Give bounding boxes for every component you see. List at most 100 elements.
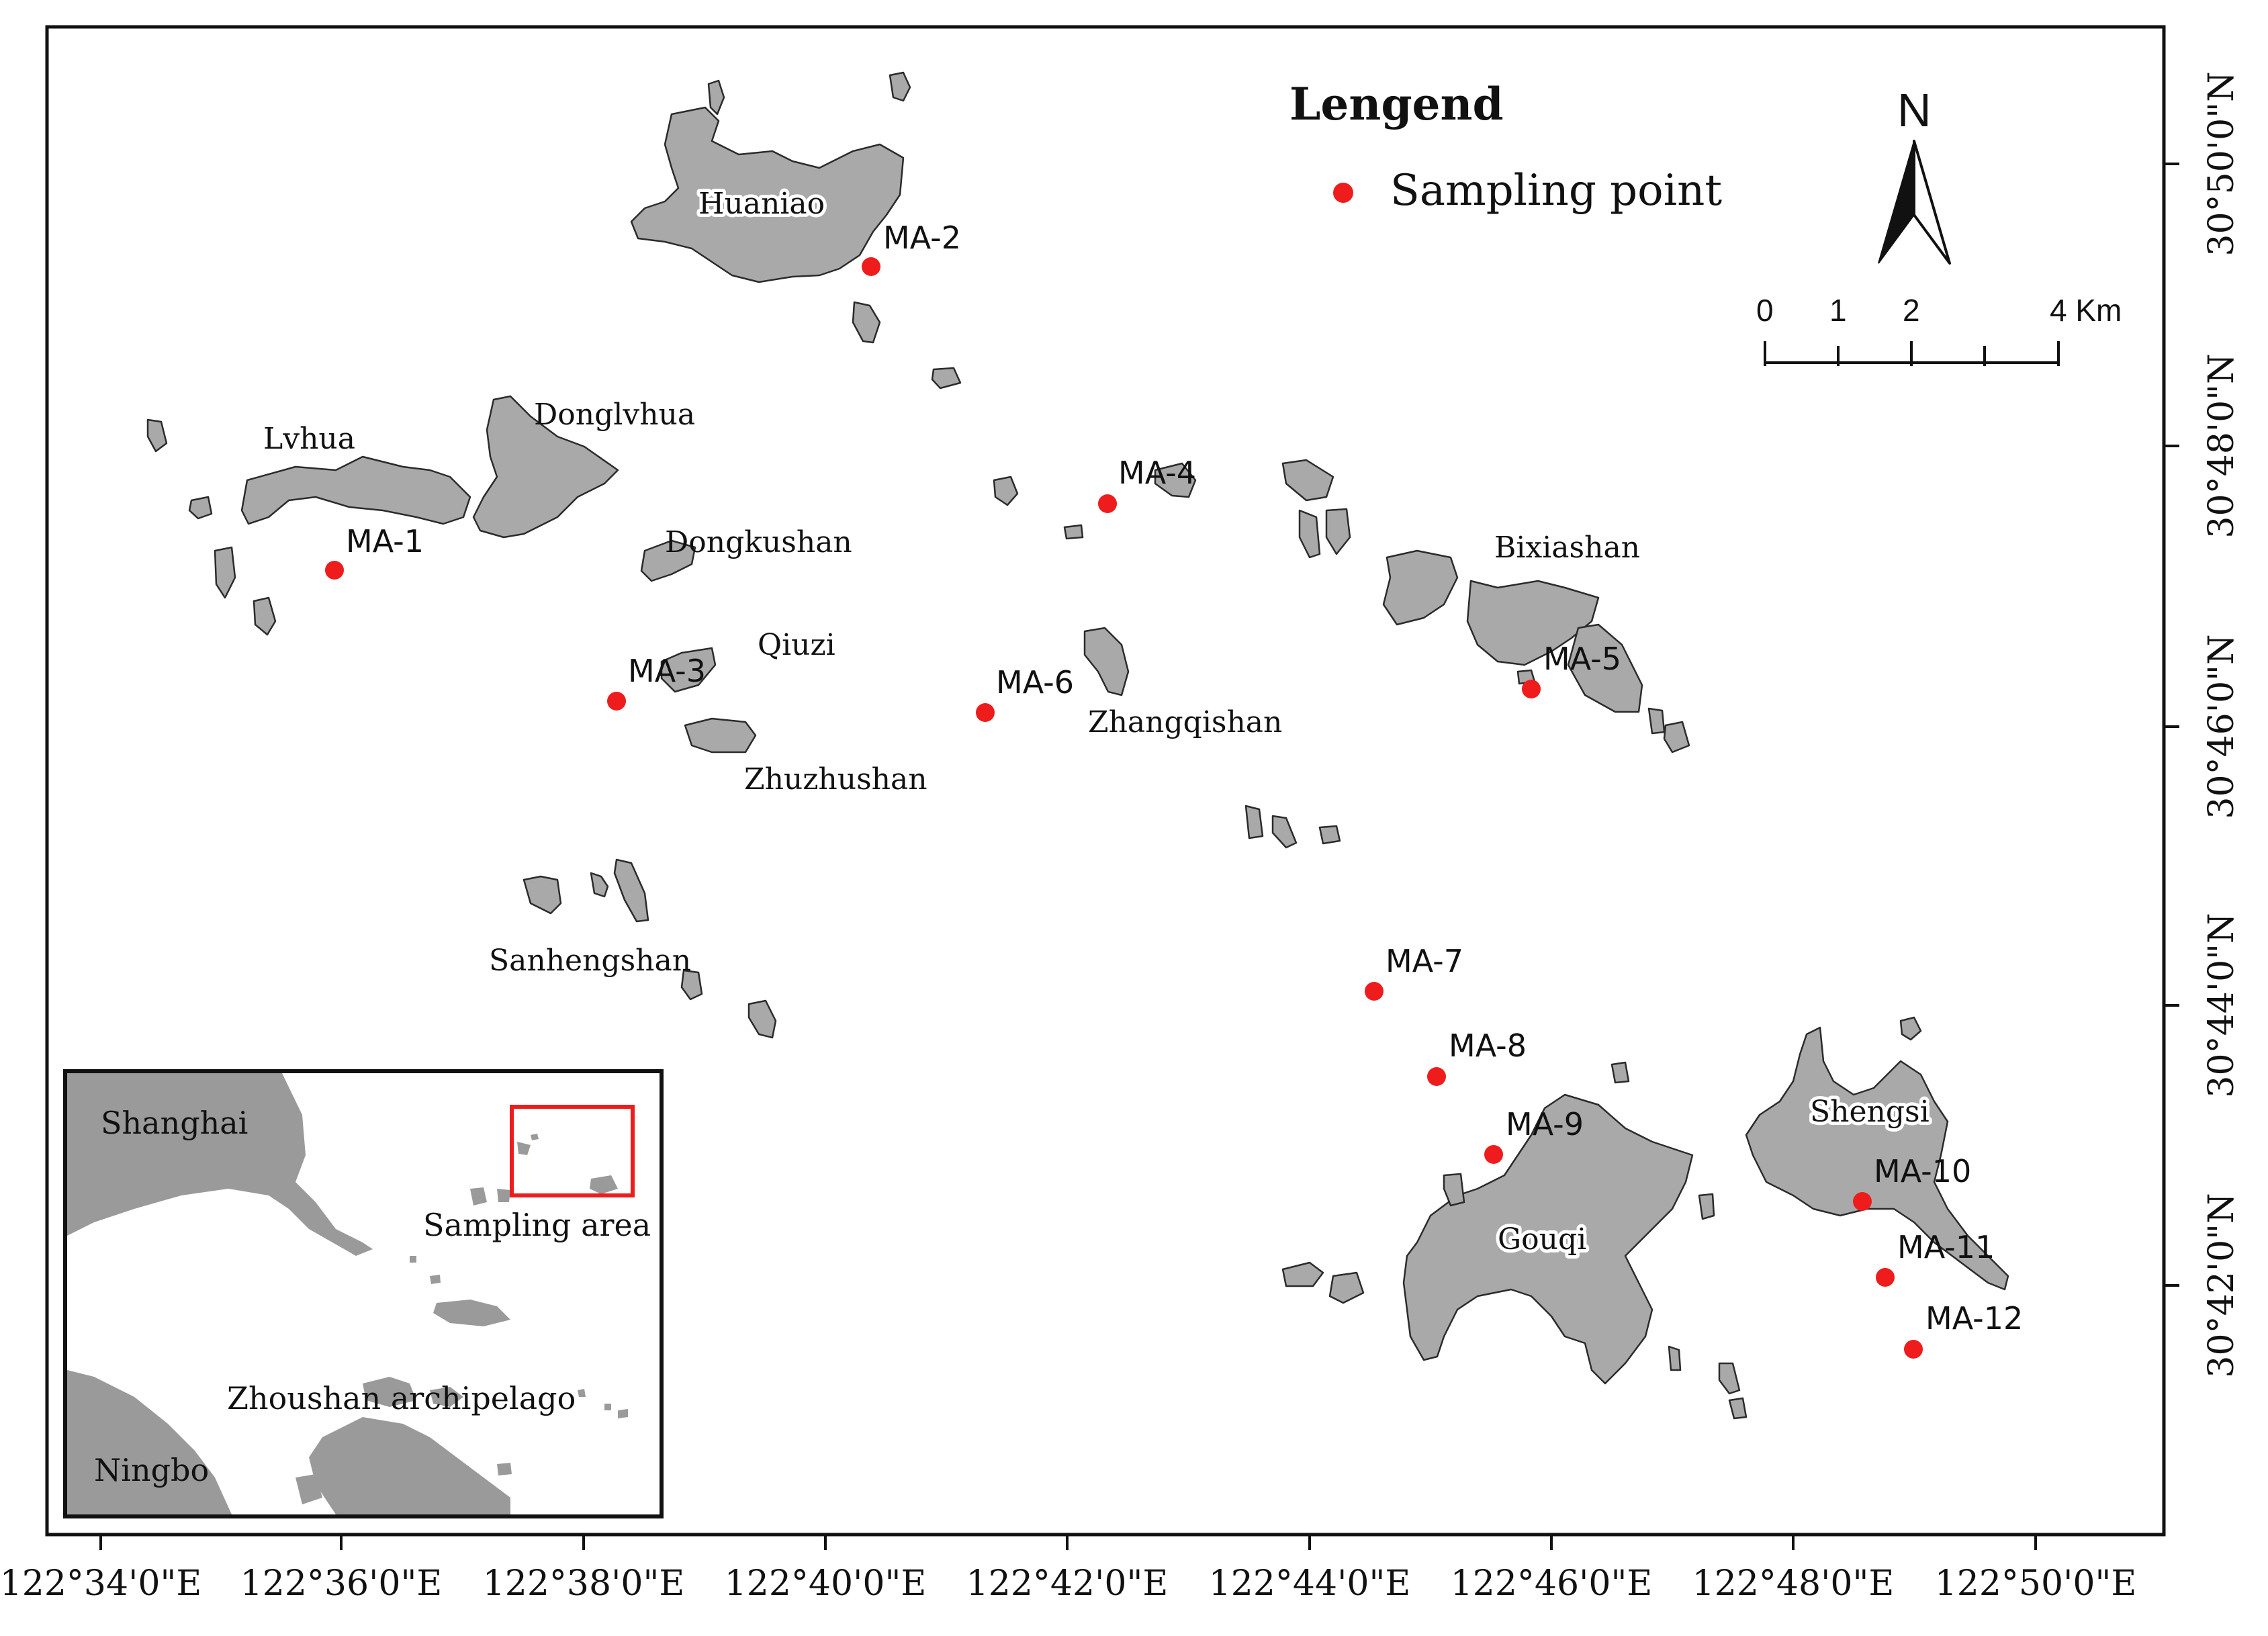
sampling-point-ma-12 [1904,1340,1923,1359]
sampling-point-ma-3 [607,692,626,711]
sampling-label-ma-7: MA-7 [1386,943,1463,979]
scale-label-1: 1 [1829,293,1847,328]
sampling-label-ma-6: MA-6 [996,664,1074,700]
legend-point-symbol [1333,183,1353,203]
island-gouqi-nw [1443,1173,1465,1207]
island-dongkushan [640,539,696,582]
x-tick-label: 122°36'0"E [240,1563,443,1604]
inset-label-sampling-area: Sampling area [423,1207,651,1243]
label-zhuzhushan: Zhuzhushan [744,762,927,797]
inset-sampling-area-box [510,1105,635,1197]
x-tick-label: 122°42'0"E [966,1563,1169,1604]
sampling-points: MA-1 MA-2 MA-3 MA-4 MA-5 MA-6 MA-7 MA-8 … [325,220,2023,1359]
x-tick-label: 122°40'0"E [725,1563,927,1604]
island-zhuzhushan [684,717,757,754]
island-sanhengshan-3 [613,858,649,923]
sampling-point-ma-8 [1427,1067,1446,1086]
island-huaniao [630,106,905,283]
island-bixiashan-small-3 [1663,721,1690,754]
scale-label-4km: 4 Km [2050,293,2122,328]
island-gouqi-s1 [1668,1345,1682,1371]
sampling-label-ma-10: MA-10 [1874,1153,1971,1189]
island-bixiashan-west [1382,549,1459,626]
sampling-label-ma-4: MA-4 [1118,455,1196,491]
sampling-label-ma-1: MA-1 [346,523,424,559]
sampling-label-ma-9: MA-9 [1506,1106,1584,1142]
inset-map: Shanghai Sampling area Zhoushan archipel… [63,1069,664,1518]
y-tick-label: 30°46'0"N [2202,634,2242,819]
sampling-point-ma-6 [976,703,995,722]
sampling-label-ma-12: MA-12 [1925,1300,2023,1336]
island-mid-1 [1244,805,1264,839]
island-center-2 [1063,524,1084,540]
sampling-point-ma-2 [862,257,880,276]
north-arrow: N [1878,84,1951,265]
x-tick-label: 122°50'0"E [1935,1563,2137,1604]
island-lvhua-nw [146,418,168,453]
sampling-label-ma-2: MA-2 [883,220,961,256]
label-qiuzi: Qiuzi [758,628,835,662]
island-sanhengshan-2 [590,872,609,898]
y-tick-label: 30°48'0"N [2202,353,2242,538]
island-lvhua-sw [214,546,236,599]
sampling-point-ma-11 [1876,1268,1895,1287]
island-gouqi [1402,1093,1694,1385]
island-zhangqishan [1083,627,1130,696]
island-labels: Huaniao Huaniao Lvhua Donglvhua Dongkush… [263,183,1933,1260]
sampling-point-ma-10 [1853,1192,1872,1211]
island-center-1 [993,475,1019,506]
legend: Lengend Sampling point [1289,78,1722,216]
y-tick-label: 30°50'0"N [2202,71,2242,256]
sampling-label-ma-5: MA-5 [1543,641,1621,677]
island-shengsi-n [1899,1016,1922,1041]
island-sanhengshan-4 [680,969,703,1001]
island-bixiashan-east [1567,623,1643,713]
sampling-point-ma-7 [1365,982,1384,1001]
sampling-label-ma-11: MA-11 [1897,1229,1995,1265]
x-tick-label: 122°46'0"E [1451,1563,1653,1604]
inset-ningbo-land [67,1370,232,1514]
island-gouqi-w2 [1328,1271,1365,1304]
island-center-4 [1281,459,1334,502]
island-huaniao-small [931,367,962,390]
x-tick-label: 122°48'0"E [1692,1563,1895,1604]
sampling-point-ma-4 [1098,494,1117,513]
inset-label-ningbo: Ningbo [94,1452,209,1488]
island-shengsi [1745,1026,2009,1291]
scale-label-0: 0 [1756,293,1774,328]
island-center-5 [1298,509,1321,559]
y-tick-label: 30°44'0"N [2202,913,2242,1097]
island-gouqi-n [1611,1061,1630,1084]
island-lvhua [240,455,471,525]
label-sanhengshan: Sanhengshan [489,944,691,978]
island-donglvhua [472,395,619,539]
sampling-label-ma-3: MA-3 [628,653,706,689]
label-dongkushan: Dongkushan [665,525,852,559]
sampling-point-ma-5 [1522,680,1541,698]
label-shengsi: Shengsi [1810,1095,1930,1129]
island-center-3 [1154,462,1197,498]
island-huaniao-south [852,301,881,344]
island-gouqi-e [1698,1193,1715,1220]
island-gouqi-s3 [1728,1397,1748,1420]
axis-y-ticks [2164,163,2179,1287]
y-tick-label: 30°42'0"N [2202,1193,2242,1377]
island-bixiashan-small-2 [1647,707,1666,735]
label-lvhua: Lvhua [263,422,355,456]
sampling-label-ma-8: MA-8 [1449,1028,1527,1064]
scale-label-2: 2 [1903,293,1920,328]
axis-y-labels: 30°50'0"N 30°48'0"N 30°46'0"N 30°44'0"N … [2202,71,2242,1377]
island-huaniao-north-1 [707,79,725,116]
x-tick-label: 122°38'0"E [483,1563,685,1604]
inset-shanghai-land [67,1073,373,1256]
islands-layer [146,71,2009,1420]
legend-title: Lengend [1289,78,1504,130]
x-tick-label: 122°34'0"E [0,1563,201,1604]
sampling-point-ma-9 [1484,1145,1503,1164]
sampling-point-ma-1 [325,561,344,580]
inset-label-zhoushan: Zhoushan archipelago [227,1380,576,1416]
svg-text:Huaniao: Huaniao [698,187,825,221]
island-lvhua-s [253,596,277,636]
island-huaniao-north-2 [889,71,911,102]
